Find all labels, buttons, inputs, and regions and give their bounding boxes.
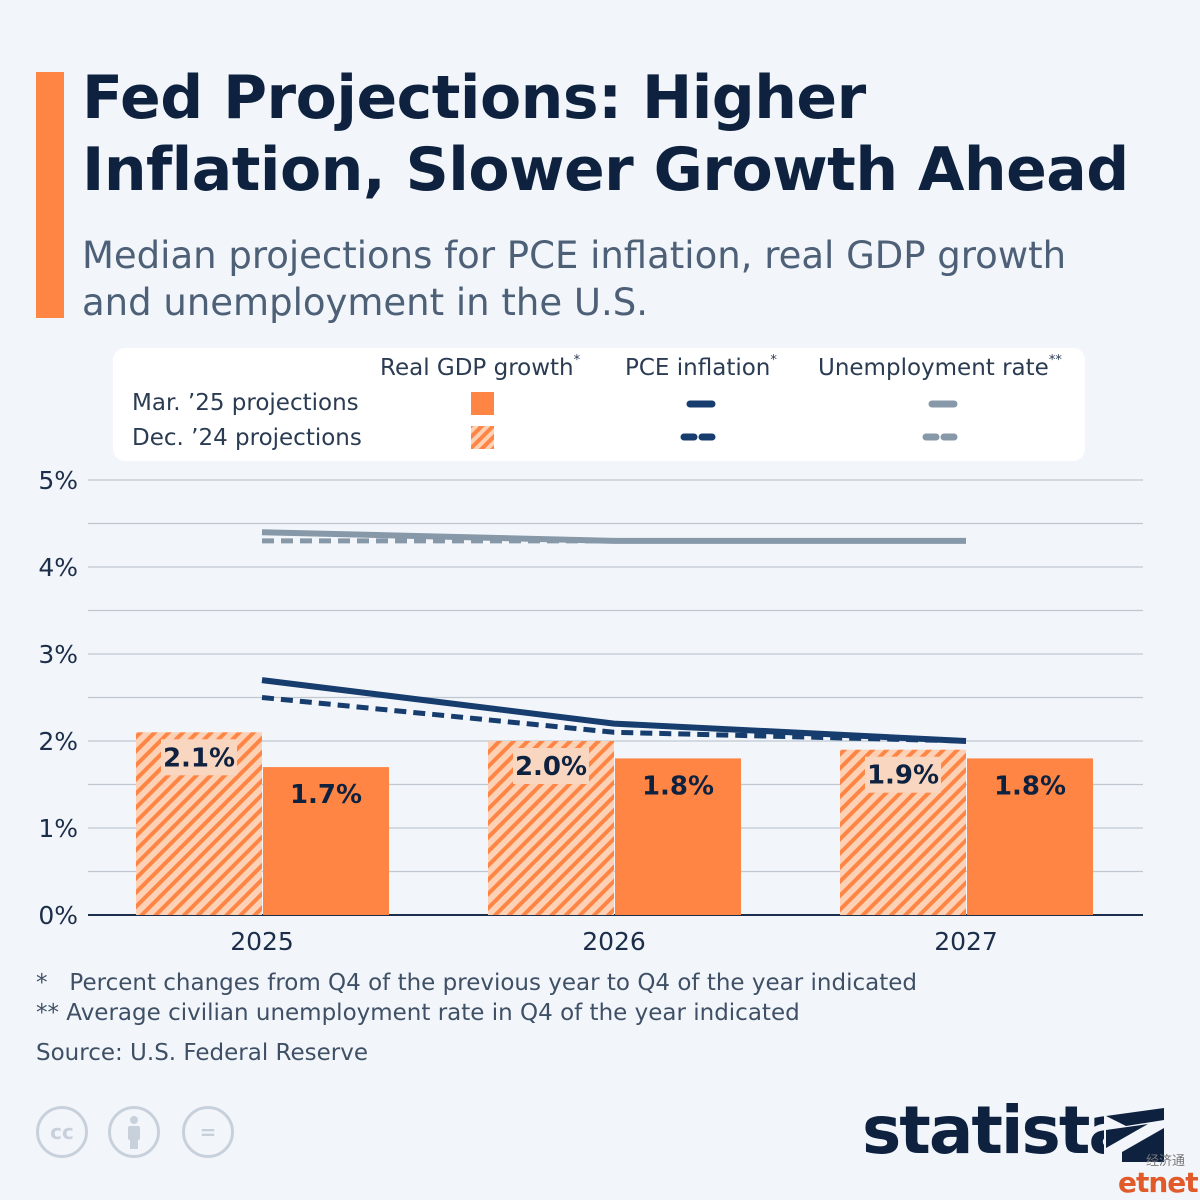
data-label-gdp-december: 1.9%	[867, 761, 939, 791]
legend-header-unemployment: Unemployment rate**	[818, 353, 1062, 381]
source-note: Source: U.S. Federal Reserve	[36, 1040, 368, 1066]
attribution-figure-icon	[128, 1116, 140, 1149]
legend-box	[113, 348, 1085, 461]
watermark-etnet: etnet	[1118, 1166, 1199, 1199]
data-label-gdp-december: 2.1%	[163, 743, 235, 773]
legend-swatches	[471, 392, 962, 449]
y-tick-label: 3%	[38, 640, 78, 669]
bar-gdp-march	[263, 767, 389, 915]
data-label-gdp-march: 1.7%	[290, 780, 362, 810]
statista-logo-icon[interactable]	[1104, 1106, 1166, 1164]
data-label-bg	[161, 739, 237, 776]
legend-header-unemployment-mark: **	[1048, 353, 1062, 368]
page-subtitle: Median projections for PCE inflation, re…	[82, 234, 1067, 324]
x-tick-label: 2026	[582, 927, 646, 956]
y-tick-label: 0%	[38, 901, 78, 930]
legend-swatch-gdp-december	[471, 426, 494, 449]
data-label-gdp-december: 2.0%	[515, 752, 587, 782]
data-label-bg	[865, 756, 941, 793]
data-label-gdp-march: 1.8%	[994, 771, 1066, 801]
line-pce-march	[261, 677, 967, 744]
y-tick-label: 5%	[38, 466, 78, 495]
legend-row-march: Mar. ’25 projections	[132, 390, 359, 416]
y-tick-label: 4%	[38, 553, 78, 582]
legend-header-gdp-mark: *	[573, 353, 581, 368]
legend-header-gdp: Real GDP growth*	[380, 353, 581, 381]
attribution-icon[interactable]	[108, 1106, 160, 1158]
x-tick-label: 2025	[230, 927, 294, 956]
data-label-bg	[513, 748, 589, 784]
page-title: Fed Projections: Higher Inflation, Slowe…	[82, 63, 1129, 205]
bar-gdp-march	[615, 758, 741, 915]
accent-bar	[36, 72, 64, 318]
bar-gdp-march	[967, 758, 1093, 915]
y-tick-label: 2%	[38, 727, 78, 756]
statista-logo-text[interactable]: statista	[862, 1092, 1133, 1169]
legend-header-unemployment-label: Unemployment rate	[818, 355, 1049, 381]
no-derivatives-icon[interactable]: =	[182, 1106, 234, 1158]
line-pce-december	[261, 695, 967, 744]
footnote-unemployment: ** Average civilian unemployment rate in…	[36, 1000, 800, 1026]
y-tick-label: 1%	[38, 814, 78, 843]
projection-chart: 0% 1% 2% 3% 4% 5% 2025 2026 2027 2.1% 1.7% 2.0% 1.8…	[38, 466, 1143, 956]
legend-header-pce-mark: *	[770, 353, 777, 368]
legend-header-gdp-label: Real GDP growth	[380, 355, 574, 381]
creative-commons-icon[interactable]: cc	[36, 1106, 88, 1158]
legend-header-pce-label: PCE inflation	[625, 355, 771, 381]
footnote-gdp: * Percent changes from Q4 of the previou…	[36, 970, 917, 996]
data-label-gdp-march: 1.8%	[642, 771, 714, 801]
x-tick-label: 2027	[934, 927, 998, 956]
watermark-cn: 经济通	[1146, 1154, 1186, 1169]
legend-swatch-gdp-march	[471, 392, 494, 415]
line-unemployment-march	[261, 529, 966, 544]
legend-header-pce: PCE inflation*	[625, 353, 777, 381]
legend-row-december: Dec. ’24 projections	[132, 425, 362, 451]
